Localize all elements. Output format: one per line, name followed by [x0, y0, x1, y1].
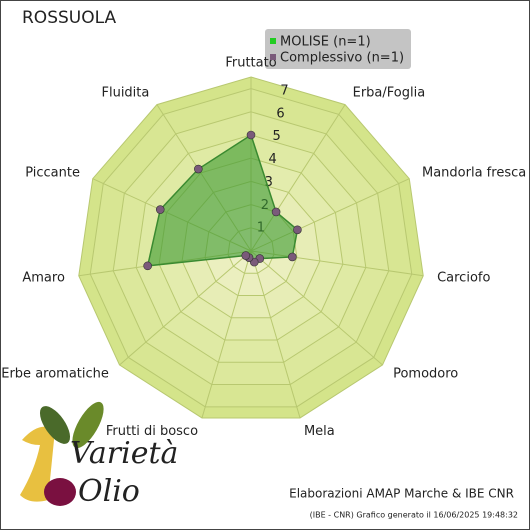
logo-leaf: [72, 401, 104, 449]
r-tick-label: 5: [272, 129, 280, 144]
logo-text: Olio: [78, 474, 140, 509]
spoke: [250, 250, 301, 419]
r-tick-label: 3: [265, 175, 273, 190]
chart-title: ROSSUOLA: [22, 8, 116, 28]
axis-label: Fruttato: [225, 56, 276, 71]
spoke: [119, 250, 252, 366]
legend-label: Complessivo (n=1): [280, 51, 404, 66]
data-point: [143, 261, 152, 271]
data-point: [293, 225, 302, 235]
axis-label: Amaro: [22, 270, 65, 285]
axis-label: Mela: [304, 424, 335, 439]
data-point: [246, 130, 256, 140]
axis-label: Frutti di bosco: [106, 424, 198, 439]
logo-one: [20, 426, 55, 502]
legend-swatch: [270, 54, 276, 60]
logo-leaf: [39, 406, 71, 444]
legend-swatch: [270, 38, 276, 44]
legend-label: MOLISE (n=1): [280, 35, 371, 50]
logo-olive: [44, 478, 76, 506]
data-point: [288, 252, 297, 262]
axis-label: Fluidita: [101, 85, 149, 100]
axis-label: Erba/Foglia: [353, 85, 426, 100]
r-tick-label: 4: [269, 152, 277, 167]
axis-label: Mandorla fresca: [422, 165, 526, 180]
credit: Elaborazioni AMAP Marche & IBE CNR: [289, 487, 514, 501]
logo: Varietà Olio: [20, 401, 178, 509]
logo-text: Varietà: [70, 436, 178, 471]
axis-label: Piccante: [25, 165, 80, 180]
spoke: [201, 250, 252, 419]
axis-label: Erbe aromatiche: [1, 367, 109, 382]
data-point: [241, 251, 251, 260]
footnote: (IBE - CNR) Grafico generato il 16/06/20…: [310, 511, 518, 520]
data-point: [155, 205, 165, 214]
axis-label: Carciofo: [437, 270, 490, 285]
r-tick-label: 6: [276, 106, 284, 121]
spoke: [250, 250, 383, 366]
r-tick-label: 7: [280, 83, 288, 98]
data-point: [271, 207, 281, 217]
axis-label: Pomodoro: [393, 367, 458, 382]
data-point: [194, 164, 203, 174]
legend-box: [265, 29, 411, 69]
